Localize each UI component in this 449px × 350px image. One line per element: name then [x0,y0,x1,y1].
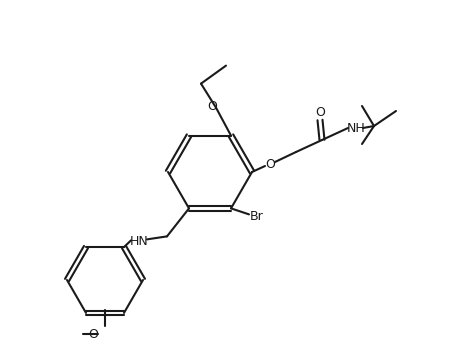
Text: O: O [315,105,325,119]
Text: O: O [207,100,217,113]
Text: O: O [265,158,275,170]
Text: Br: Br [250,210,264,223]
Text: O: O [88,328,98,341]
Text: HN: HN [130,235,148,248]
Text: NH: NH [347,121,365,134]
